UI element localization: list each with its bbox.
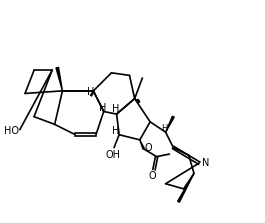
Text: H: H (112, 126, 119, 136)
Text: N: N (202, 158, 210, 167)
Polygon shape (140, 140, 144, 149)
Text: OH: OH (105, 150, 120, 160)
Text: HO: HO (4, 126, 19, 136)
Text: H: H (112, 104, 119, 114)
Text: O: O (149, 171, 157, 181)
Text: H: H (99, 103, 106, 113)
Text: H: H (87, 87, 95, 97)
Text: O: O (144, 143, 152, 153)
Polygon shape (166, 116, 174, 132)
Polygon shape (178, 173, 194, 202)
Text: H: H (161, 124, 167, 133)
Polygon shape (56, 67, 63, 91)
